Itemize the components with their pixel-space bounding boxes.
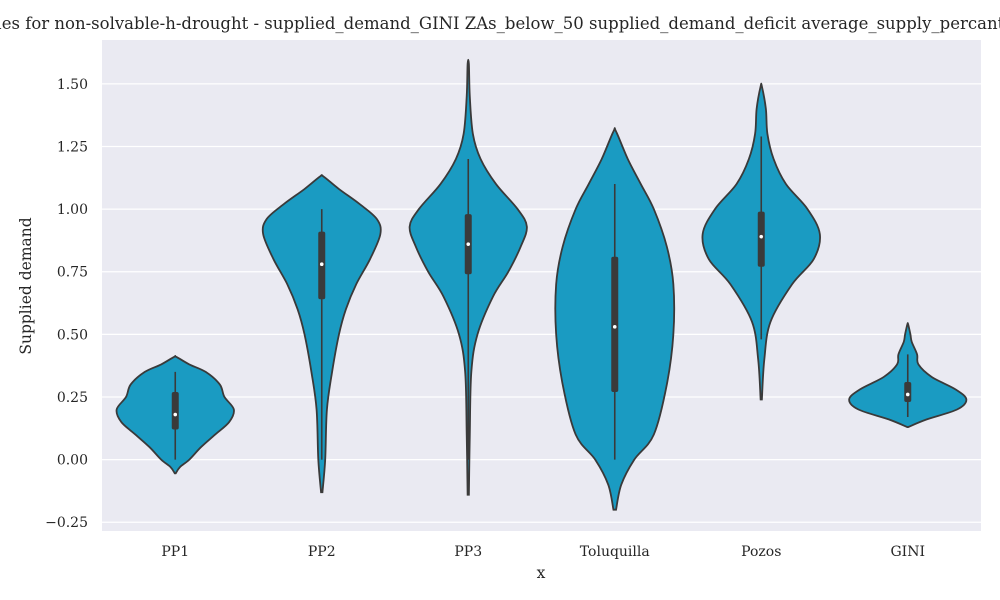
x-tick-label: PP2	[308, 544, 336, 560]
gridlines	[102, 83, 981, 523]
y-tick-label: 0.25	[57, 390, 88, 406]
violin-iqr-box	[757, 211, 765, 267]
violin-iqr-box	[171, 391, 179, 430]
violin-median	[905, 392, 910, 397]
violin-toluquilla	[554, 127, 676, 511]
violin-gini	[848, 322, 968, 428]
plot-area	[102, 40, 981, 531]
violin-pp2	[261, 174, 382, 494]
y-tick-label: 1.50	[57, 77, 88, 93]
y-axis-label: Supplied demand	[17, 217, 35, 354]
x-tick-label: PP3	[454, 544, 482, 560]
chart-title: Values for non-solvable-h-drought - supp…	[0, 14, 1000, 33]
x-tick-label: GINI	[891, 544, 926, 560]
violin-median	[466, 242, 471, 246]
violin-median	[319, 262, 324, 267]
violin-pozos	[701, 82, 821, 401]
y-tick-labels: −0.25 0.00 0.25 0.50 0.75 1.00 1.25 1.50	[45, 77, 88, 531]
violin-iqr-box	[904, 381, 912, 402]
y-tick-label: 0.50	[57, 327, 88, 343]
x-tick-label: PP1	[161, 544, 189, 560]
violins	[115, 58, 968, 511]
y-tick-label: 1.25	[57, 139, 88, 155]
y-tick-label: 1.00	[57, 202, 88, 218]
x-axis-label: x	[537, 564, 546, 582]
violin-pp1	[115, 355, 235, 475]
y-tick-label: 0.00	[57, 453, 88, 469]
x-tick-label: Toluquilla	[580, 544, 650, 560]
violin-median	[612, 325, 617, 329]
x-tick-label: Pozos	[741, 544, 781, 560]
violin-median	[759, 234, 764, 239]
violin-iqr-box	[611, 256, 619, 392]
violin-pp3	[408, 58, 528, 496]
violin-median	[173, 412, 178, 417]
y-tick-label: −0.25	[45, 515, 88, 531]
y-tick-label: 0.75	[57, 265, 88, 281]
x-tick-labels: PP1 PP2 PP3 Toluquilla Pozos GINI	[161, 544, 925, 560]
